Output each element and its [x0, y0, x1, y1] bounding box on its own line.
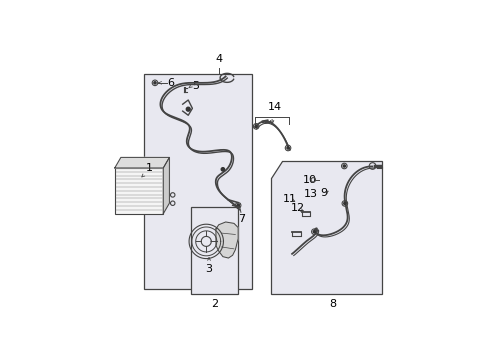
Polygon shape [115, 157, 169, 168]
Circle shape [313, 231, 315, 233]
Polygon shape [216, 222, 238, 258]
Text: 4: 4 [215, 54, 222, 64]
Circle shape [343, 165, 345, 167]
Text: 12: 12 [291, 203, 305, 213]
Polygon shape [115, 168, 163, 214]
Text: 9: 9 [320, 188, 326, 198]
Text: 2: 2 [211, 299, 218, 309]
Circle shape [186, 107, 190, 111]
Circle shape [255, 125, 257, 127]
Text: 8: 8 [328, 299, 335, 309]
Polygon shape [163, 157, 169, 214]
Text: 7: 7 [238, 214, 245, 224]
Text: 13: 13 [304, 189, 317, 199]
Circle shape [286, 147, 288, 149]
Text: 3: 3 [205, 264, 212, 274]
Text: 6: 6 [167, 78, 174, 88]
Polygon shape [271, 161, 382, 294]
Text: 11: 11 [283, 194, 297, 204]
Circle shape [237, 204, 239, 207]
Polygon shape [121, 157, 169, 203]
Circle shape [343, 202, 346, 204]
Text: 1: 1 [146, 163, 153, 173]
Text: 5: 5 [192, 81, 199, 91]
Bar [143, 74, 251, 288]
Text: 10: 10 [302, 175, 316, 185]
Circle shape [154, 82, 156, 84]
Circle shape [221, 168, 224, 171]
Text: 14: 14 [267, 102, 282, 112]
Bar [191, 207, 238, 294]
